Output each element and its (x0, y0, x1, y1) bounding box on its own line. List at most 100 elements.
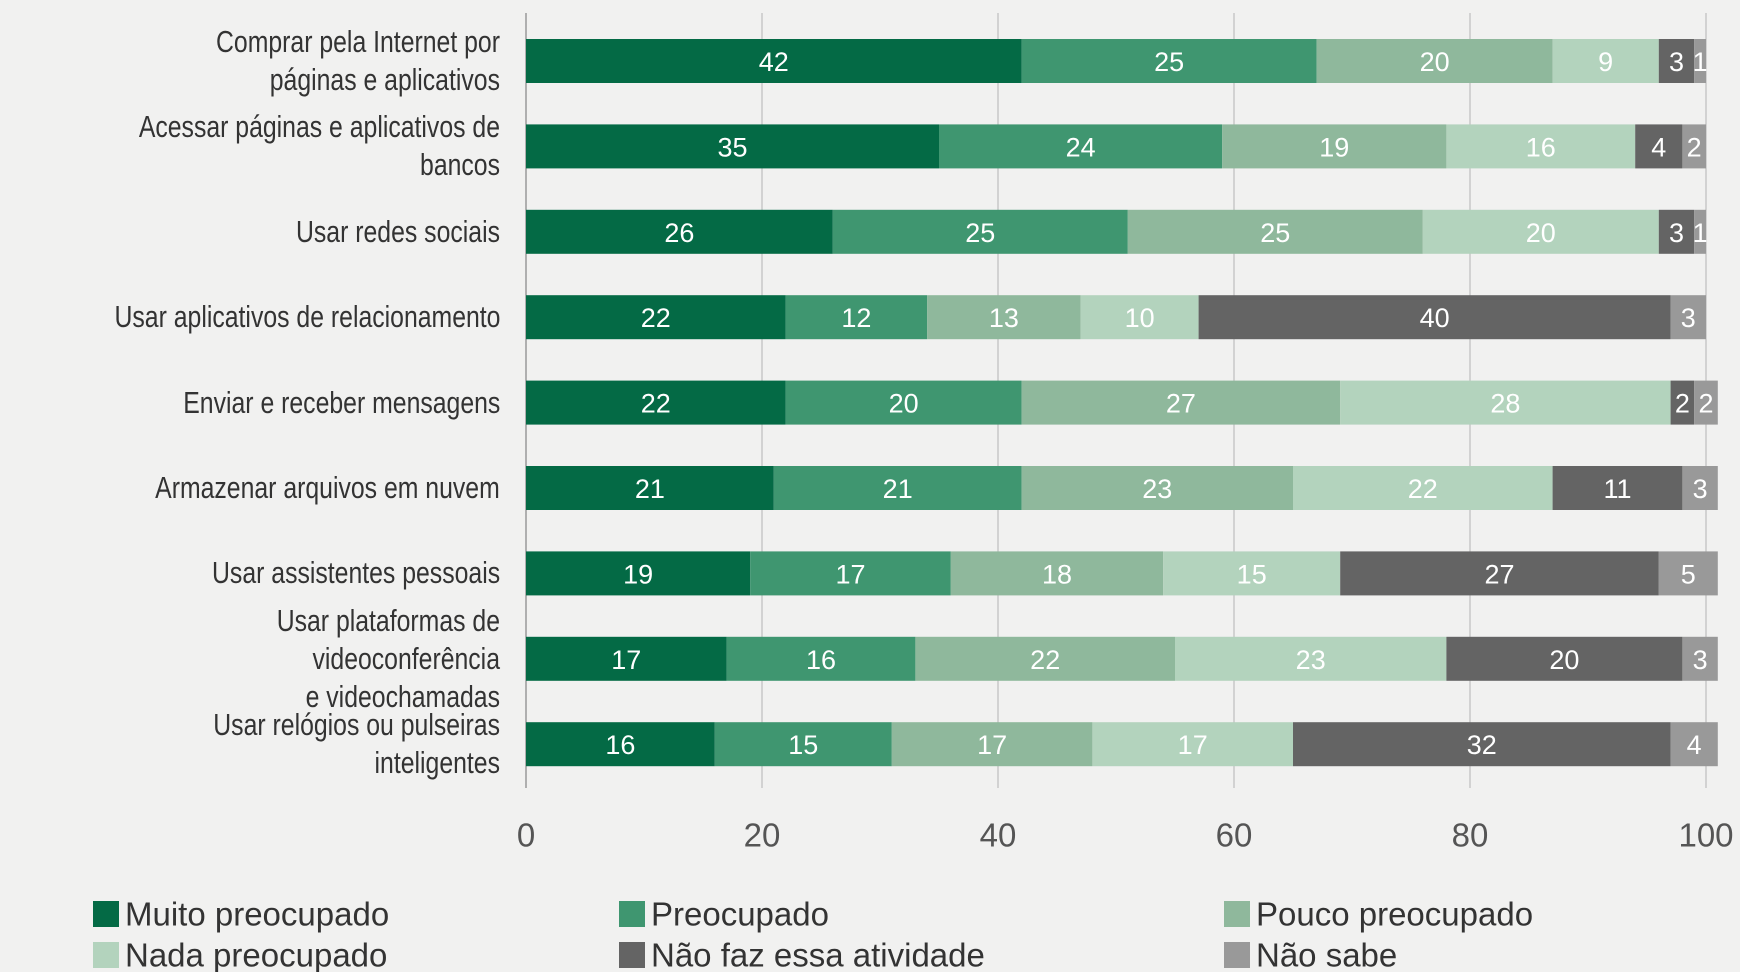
value-label: 11 (1603, 474, 1631, 504)
value-label: 16 (1526, 132, 1556, 162)
category-label: Usar plataformas de videoconferência e v… (276, 602, 500, 714)
bar-segment (891, 722, 1093, 767)
bar-segment (1293, 722, 1671, 767)
category-label: Acessar páginas e aplicativos de bancos (138, 109, 500, 183)
value-label: 15 (788, 730, 818, 760)
value-label: 25 (965, 218, 995, 248)
legend-swatch (619, 901, 645, 927)
bar-segment (1198, 295, 1671, 340)
bar-segment (1446, 636, 1683, 681)
bar-segment (785, 295, 928, 340)
x-tick-label: 60 (1216, 817, 1253, 854)
value-label: 25 (1154, 47, 1184, 77)
x-tick-label: 100 (1678, 817, 1733, 854)
value-label: 21 (635, 474, 665, 504)
value-label: 1 (1693, 47, 1708, 77)
bar-segment (1316, 39, 1553, 83)
bar-segment (1222, 124, 1447, 169)
value-label: 1 (1693, 218, 1708, 248)
x-tick-label: 80 (1452, 817, 1489, 854)
value-label: 17 (835, 559, 865, 589)
value-label: 25 (1260, 218, 1290, 248)
bar-segment (526, 39, 1022, 83)
value-label: 13 (989, 303, 1019, 333)
bar-segment (726, 636, 916, 681)
legend-label: Pouco preocupado (1256, 896, 1533, 933)
legend-label: Muito preocupado (125, 896, 389, 933)
value-label: 22 (641, 303, 671, 333)
value-label: 2 (1698, 389, 1713, 419)
bar-segment (1670, 380, 1695, 425)
value-label: 27 (1166, 389, 1196, 419)
value-label: 23 (1142, 474, 1172, 504)
value-label: 20 (889, 389, 919, 419)
bar-segment (1175, 636, 1447, 681)
bar-segment (1658, 209, 1695, 254)
bar-segment (526, 380, 786, 425)
bar-segment (1682, 466, 1718, 510)
value-label: 5 (1681, 559, 1696, 589)
value-label: 22 (1030, 645, 1060, 675)
bar-segment (1670, 722, 1718, 767)
bar-segment (927, 295, 1081, 340)
legend-swatch (93, 942, 119, 968)
value-label: 3 (1681, 303, 1696, 333)
bar-segment (1670, 295, 1706, 340)
bar-segment (950, 551, 1164, 596)
bar-segment (1682, 636, 1718, 681)
x-tick-label: 40 (980, 817, 1017, 854)
value-label: 4 (1687, 730, 1702, 760)
bar-segment (1658, 39, 1695, 83)
value-label: 20 (1549, 645, 1579, 675)
bar-segment (526, 636, 727, 681)
bar-segment (1552, 466, 1683, 510)
bar-segment (1694, 39, 1706, 83)
category-label: Usar relógios ou pulseiras inteligentes (213, 707, 500, 781)
value-label: 20 (1526, 218, 1556, 248)
value-label: 42 (759, 47, 789, 77)
bar-segment (526, 124, 939, 169)
value-label: 3 (1669, 47, 1684, 77)
value-label: 3 (1693, 645, 1708, 675)
value-label: 28 (1490, 389, 1520, 419)
legend-swatch (1224, 942, 1250, 968)
bar-segment (526, 551, 751, 596)
value-label: 17 (1178, 730, 1208, 760)
bar-segment (714, 722, 892, 767)
legend-label: Nada preocupado (125, 937, 387, 972)
value-label: 9 (1598, 47, 1613, 77)
bar-segment (1021, 39, 1317, 83)
bar-segment (526, 209, 833, 254)
category-label: Enviar e receber mensagens (182, 384, 500, 420)
legend-swatch (619, 942, 645, 968)
value-label: 24 (1066, 132, 1096, 162)
bar-segment (526, 295, 786, 340)
bar-segment (1446, 124, 1636, 169)
bar-segment (832, 209, 1128, 254)
value-label: 19 (1319, 132, 1349, 162)
bar-segment (1163, 551, 1341, 596)
value-label: 22 (1408, 474, 1438, 504)
bar-segment (1293, 466, 1553, 510)
bar-segment (1658, 551, 1718, 596)
x-tick-label: 0 (517, 817, 535, 854)
value-label: 32 (1467, 730, 1497, 760)
value-label: 19 (623, 559, 653, 589)
value-label: 2 (1687, 132, 1702, 162)
value-label: 18 (1042, 559, 1072, 589)
bar-segment (526, 722, 715, 767)
value-label: 16 (605, 730, 635, 760)
bar-segment (1422, 209, 1659, 254)
bar-segment (1682, 124, 1706, 169)
value-label: 4 (1651, 132, 1666, 162)
bar-segment (1552, 39, 1659, 83)
legend-swatch (93, 901, 119, 927)
value-label: 15 (1237, 559, 1267, 589)
bar-segment (1694, 380, 1718, 425)
value-label: 10 (1125, 303, 1155, 333)
value-label: 3 (1693, 474, 1708, 504)
value-label: 16 (806, 645, 836, 675)
category-label: Armazenar arquivos em nuvem (155, 470, 500, 505)
bar-segment (915, 636, 1175, 681)
legend-label: Não faz essa atividade (651, 937, 985, 972)
